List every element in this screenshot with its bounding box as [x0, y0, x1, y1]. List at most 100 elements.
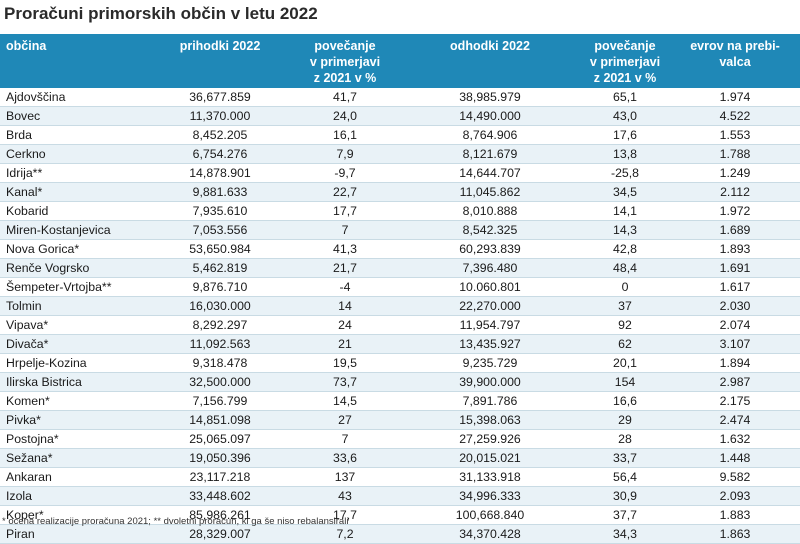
municipality-name: Šempeter-Vrtojba** — [0, 277, 150, 297]
table-cell: 9,881.633 — [150, 182, 290, 202]
table-cell: 7,396.480 — [400, 258, 580, 278]
municipality-name: Ajdovščina — [0, 88, 150, 107]
table-cell: 154 — [580, 372, 670, 392]
table-cell: 14,878.901 — [150, 163, 290, 183]
table-cell: 11,370.000 — [150, 106, 290, 126]
table-cell: 60,293.839 — [400, 239, 580, 259]
table-cell: 1.972 — [670, 201, 800, 221]
municipality-name: Tolmin — [0, 296, 150, 316]
table-cell: 22,270.000 — [400, 296, 580, 316]
table-cell: 8,764.906 — [400, 125, 580, 145]
table-cell: 137 — [290, 467, 400, 487]
budget-table: občina prihodki 2022 povečanje v primerja… — [0, 34, 800, 544]
table-cell: 19,050.396 — [150, 448, 290, 468]
municipality-name: Izola — [0, 486, 150, 506]
table-cell: 10.060.801 — [400, 277, 580, 297]
table-row: Nova Gorica* 53,650.984 41,3 60,293.839 42,8… — [0, 239, 800, 259]
header-povecanje-prihodki: povečanje v primerjavi z 2021 v % — [309, 39, 381, 85]
table-cell: 2.987 — [670, 372, 800, 392]
table-row: Pivka* 14,851.098 27 15,398.063 29 2.474 — [0, 410, 800, 430]
page-title: Proračuni primorskih občin v letu 2022 — [4, 4, 318, 23]
table-cell: 14,1 — [580, 201, 670, 221]
table-cell: 1.691 — [670, 258, 800, 278]
table-cell: 48,4 — [580, 258, 670, 278]
municipality-name: Nova Gorica* — [0, 239, 150, 259]
municipality-name: Ilirska Bistrica — [0, 372, 150, 392]
table-cell: 16,6 — [580, 391, 670, 411]
table-cell: 14,644.707 — [400, 163, 580, 183]
table-cell: 7 — [290, 220, 400, 240]
table-cell: 37,7 — [580, 505, 670, 525]
table-cell: 17,7 — [290, 505, 400, 525]
table-cell: 7 — [290, 429, 400, 449]
table-cell: 34,370.428 — [400, 524, 580, 544]
table-body: Ajdovščina 36,677.859 41,7 38,985.979 65,1 1.… — [0, 88, 800, 544]
table-cell: 4.522 — [670, 106, 800, 126]
table-cell: 31,133.918 — [400, 467, 580, 487]
table-cell: 1.894 — [670, 353, 800, 373]
table-cell: 1.448 — [670, 448, 800, 468]
table-cell: 43 — [290, 486, 400, 506]
municipality-name: Brda — [0, 125, 150, 145]
table-cell: 14,490.000 — [400, 106, 580, 126]
table-cell: 1.863 — [670, 524, 800, 544]
table-cell: 43,0 — [580, 106, 670, 126]
table-row: Hrpelje-Kozina 9,318.478 19,5 9,235.729 20,1… — [0, 353, 800, 373]
table-cell: 39,900.000 — [400, 372, 580, 392]
table-cell: 7,9 — [290, 144, 400, 164]
table-cell: 23,117.218 — [150, 467, 290, 487]
table-cell: 56,4 — [580, 467, 670, 487]
table-cell: 21 — [290, 334, 400, 354]
table-cell: 92 — [580, 315, 670, 335]
table-cell: 33,7 — [580, 448, 670, 468]
table-cell: 5,462.819 — [150, 258, 290, 278]
table-row: Vipava* 8,292.297 24 11,954.797 92 2.074 — [0, 315, 800, 335]
table-row: Komen* 7,156.799 14,5 7,891.786 16,6 2.175 — [0, 391, 800, 411]
table-row: Idrija** 14,878.901 -9,7 14,644.707 -25,8 1.2… — [0, 163, 800, 183]
table-cell: 33,448.602 — [150, 486, 290, 506]
table-cell: 16,1 — [290, 125, 400, 145]
table-cell: 34,5 — [580, 182, 670, 202]
municipality-name: Koper* — [0, 505, 150, 525]
table-cell: 14,3 — [580, 220, 670, 240]
table-cell: 34,996.333 — [400, 486, 580, 506]
municipality-name: Sežana* — [0, 448, 150, 468]
table-cell: 8,452.205 — [150, 125, 290, 145]
table-cell: 27 — [290, 410, 400, 430]
table-row: Kobarid 7,935.610 17,7 8,010.888 14,1 1.972 — [0, 201, 800, 221]
table-cell: 20,015.021 — [400, 448, 580, 468]
table-cell: 1.788 — [670, 144, 800, 164]
table-cell: 15,398.063 — [400, 410, 580, 430]
table-cell: 7,935.610 — [150, 201, 290, 221]
table-cell: 7,891.786 — [400, 391, 580, 411]
table-cell: 2.175 — [670, 391, 800, 411]
table-cell: 17,7 — [290, 201, 400, 221]
table-row: Cerkno 6,754.276 7,9 8,121.679 13,8 1.788 — [0, 144, 800, 164]
table-cell: 1.617 — [670, 277, 800, 297]
table-cell: 3.107 — [670, 334, 800, 354]
table-row: Postojna* 25,065.097 7 27,259.926 28 1.632 — [0, 429, 800, 449]
table-cell: 38,985.979 — [400, 88, 580, 107]
table-row: Koper* 85,986.261 17,7 100,668.840 37,7 1.883 — [0, 505, 800, 525]
municipality-name: Hrpelje-Kozina — [0, 353, 150, 373]
municipality-name: Postojna* — [0, 429, 150, 449]
municipality-name: Pivka* — [0, 410, 150, 430]
table-row: Divača* 11,092.563 21 13,435.927 62 3.107 — [0, 334, 800, 354]
table-cell: 14,851.098 — [150, 410, 290, 430]
table-cell: -9,7 — [290, 163, 400, 183]
table-cell: 6,754.276 — [150, 144, 290, 164]
municipality-name: Komen* — [0, 391, 150, 411]
municipality-name: Kanal* — [0, 182, 150, 202]
table-cell: 1.553 — [670, 125, 800, 145]
table-cell: 16,030.000 — [150, 296, 290, 316]
municipality-name: Idrija** — [0, 163, 150, 183]
table-cell: 42,8 — [580, 239, 670, 259]
table-cell: 8,010.888 — [400, 201, 580, 221]
table-cell: 0 — [580, 277, 670, 297]
table-cell: 21,7 — [290, 258, 400, 278]
table-cell: 17,6 — [580, 125, 670, 145]
table-cell: 9,318.478 — [150, 353, 290, 373]
municipality-name: Kobarid — [0, 201, 150, 221]
table-cell: -25,8 — [580, 163, 670, 183]
municipality-name: Piran — [0, 524, 150, 544]
